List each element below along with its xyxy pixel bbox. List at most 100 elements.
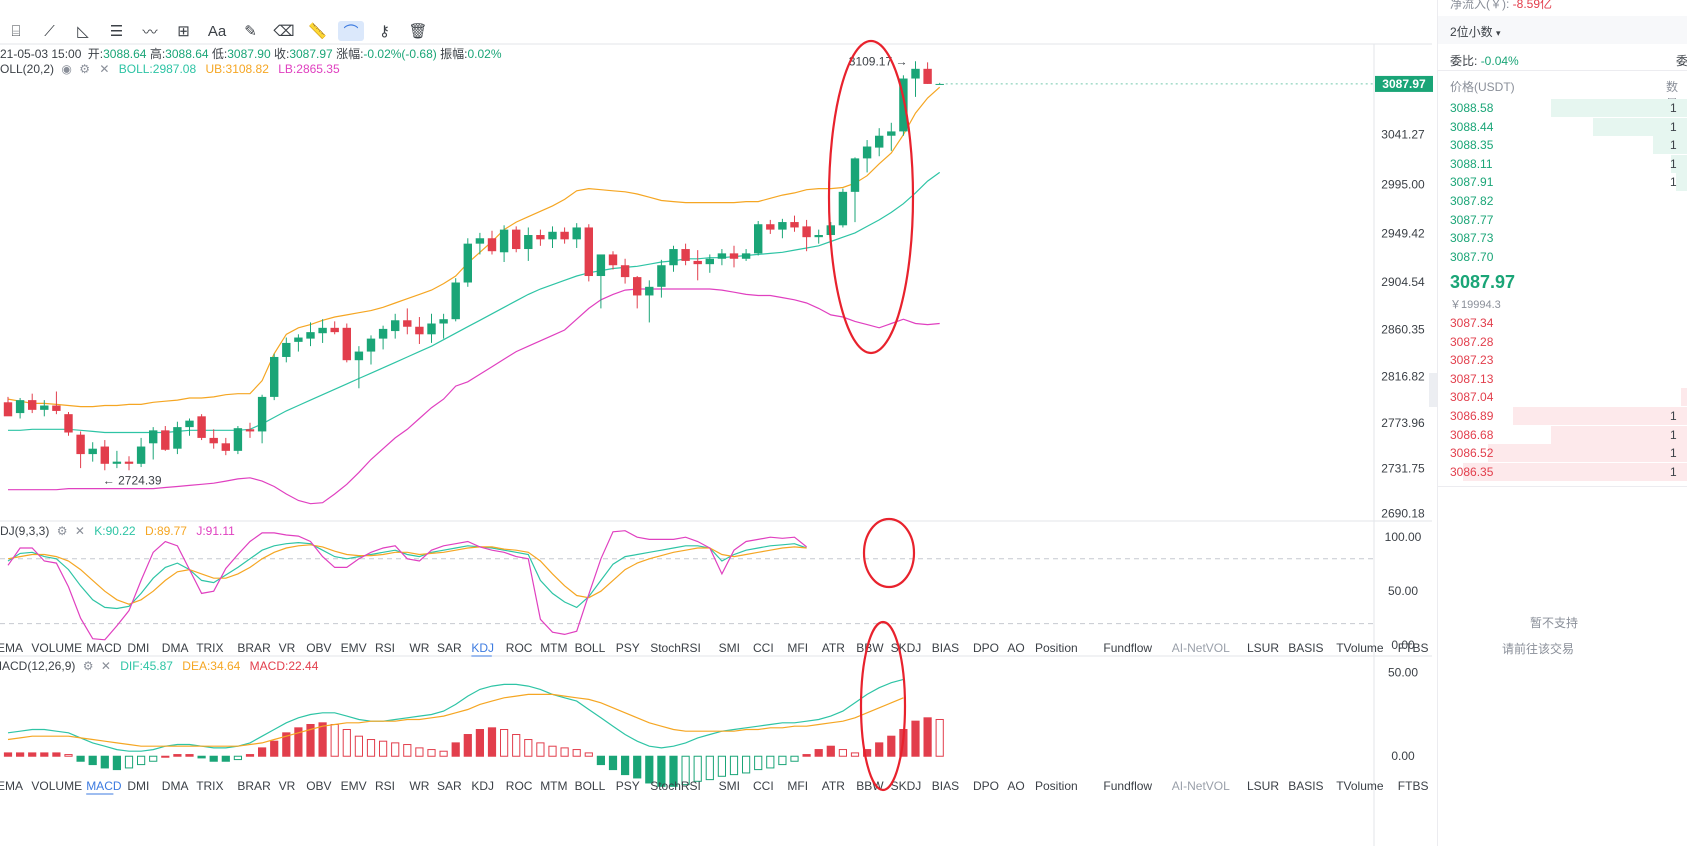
ask-row[interactable]: 3087.77 [1438,210,1687,230]
kdj-indicator-tab[interactable]: DMI [127,641,149,655]
bid-row[interactable]: 3086.52 1 [1438,443,1687,463]
bid-row[interactable]: 3086.35 1 [1438,462,1687,482]
macd-indicator-tab[interactable]: TRIX [196,779,223,793]
bid-row[interactable]: 3087.23 [1438,350,1687,370]
kdj-indicator-tab[interactable]: TRIX [196,641,223,655]
kdj-indicator-tab[interactable]: PSY [616,641,640,655]
add-shape-icon[interactable]: ⊞ [177,23,190,40]
macd-indicator-tab[interactable]: Fundflow [1103,779,1152,793]
kdj-indicator-tab[interactable]: DMA [162,641,189,655]
macd-indicator-tab[interactable]: DMI [127,779,149,793]
close-icon[interactable]: ✕ [74,524,85,538]
ask-row[interactable]: 3088.11 1 [1438,154,1687,174]
macd-indicator-tab[interactable]: VOLUME [31,779,82,793]
kdj-indicator-tab[interactable]: BASIS [1288,641,1323,655]
macd-indicator-tab[interactable]: DPO [973,779,999,793]
bid-row[interactable]: 3087.13 [1438,369,1687,389]
kdj-indicator-tab[interactable]: BIAS [932,641,959,655]
bid-row[interactable]: 3087.34 [1438,313,1687,333]
kdj-indicator-tab[interactable]: Fundflow [1103,641,1152,655]
wave-icon[interactable]: 〰 [142,23,158,41]
settings-icon[interactable]: ⚙ [56,524,68,538]
kdj-indicator-tab[interactable]: TVolume [1336,641,1384,655]
close-icon[interactable]: ✕ [99,62,110,76]
ask-row[interactable]: 3088.44 1 [1438,117,1687,137]
kdj-indicator-tab[interactable]: MTM [540,641,567,655]
precision-selector[interactable]: 2位小数 ▾ [1450,23,1501,40]
macd-indicator-tab[interactable]: EMA [0,779,23,793]
macd-indicator-tab[interactable]: EMV [341,779,367,793]
horizontal-lines-icon[interactable]: ☰ [109,23,124,40]
lock-icon[interactable]: ⚷ [379,23,390,40]
macd-indicator-tab[interactable]: DMA [162,779,189,793]
kdj-indicator-tab[interactable]: VR [279,641,296,655]
brush-icon[interactable]: ✎ [244,23,257,40]
panel-collapse-handle[interactable] [1429,373,1437,407]
macd-indicator-tab[interactable]: BOLL [575,779,606,793]
kdj-indicator-tab[interactable]: ROC [506,641,533,655]
kdj-indicator-tab[interactable]: KDJ [471,641,494,655]
kdj-indicator-tab[interactable]: AO [1007,641,1024,655]
trend-line-icon[interactable]: ⟋ [44,22,55,40]
macd-indicator-tab[interactable]: BIAS [932,779,959,793]
kdj-indicator-tab[interactable]: StochRSI [650,641,701,655]
text-tool-icon[interactable]: Aa [207,22,227,40]
kdj-indicator-tab[interactable]: BBW [856,641,884,655]
kdj-indicator-tab[interactable]: Position [1035,641,1078,655]
kdj-indicator-tab[interactable]: SKDJ [891,641,922,655]
bid-row[interactable]: 3086.89 1 [1438,406,1687,426]
ask-row[interactable]: 3087.73 [1438,228,1687,248]
kdj-indicator-tab[interactable]: SMI [719,641,740,655]
kdj-indicator-tab[interactable]: DPO [973,641,999,655]
ask-row[interactable]: 3087.82 [1438,191,1687,211]
macd-indicator-tab[interactable]: RSI [375,779,395,793]
bid-row[interactable]: 3087.28 [1438,332,1687,352]
kdj-indicator-tab[interactable]: MFI [787,641,808,655]
kdj-indicator-tab[interactable]: OBV [306,641,331,655]
kdj-indicator-tab[interactable]: FTBS [1398,641,1429,655]
kdj-indicator-tab[interactable]: EMA [0,641,23,655]
magnet-icon[interactable]: ⌒ [338,21,364,41]
macd-indicator-tab[interactable]: OBV [306,779,331,793]
kdj-indicator-tab[interactable]: LSUR [1247,641,1279,655]
macd-indicator-tab[interactable]: SKDJ [891,779,922,793]
macd-indicator-tab[interactable]: SAR [437,779,462,793]
ask-row[interactable]: 3087.70 [1438,247,1687,267]
ask-row[interactable]: 3088.58 1 [1438,98,1687,118]
macd-indicator-tab[interactable]: ATR [822,779,845,793]
macd-indicator-tab[interactable]: PSY [616,779,640,793]
eraser-icon[interactable]: ⌫ [273,23,295,40]
macd-indicator-tab[interactable]: BRAR [237,779,271,793]
macd-indicator-tab[interactable]: WR [409,779,429,793]
macd-indicator-tab[interactable]: SMI [719,779,740,793]
ask-row[interactable]: 3088.35 1 [1438,135,1687,155]
ruler-icon[interactable]: 📏 [308,23,327,40]
macd-indicator-tab[interactable]: Position [1035,779,1078,793]
indicators-icon[interactable]: ⌸ [11,22,21,40]
macd-indicator-tab[interactable]: MFI [787,779,808,793]
bid-row[interactable]: 3086.68 1 [1438,425,1687,445]
macd-indicator-tab[interactable]: ROC [506,779,533,793]
macd-indicator-tab[interactable]: StochRSI [650,779,701,793]
settings-icon[interactable]: ⚙ [82,659,94,673]
delete-icon[interactable]: 🗑 [408,23,428,40]
eye-icon[interactable]: ◉ [61,62,72,76]
macd-indicator-tab[interactable]: AI-NetVOL [1172,779,1230,793]
macd-indicator-tab[interactable]: MTM [540,779,567,793]
kdj-indicator-tab[interactable]: RSI [375,641,395,655]
kdj-indicator-tab[interactable]: SAR [437,641,462,655]
kdj-indicator-tab[interactable]: MACD [86,641,122,655]
macd-indicator-tab[interactable]: BASIS [1288,779,1323,793]
kdj-indicator-tab[interactable]: ATR [822,641,845,655]
kdj-indicator-tab[interactable]: VOLUME [31,641,82,655]
macd-indicator-tab[interactable]: TVolume [1336,779,1384,793]
kdj-indicator-tab[interactable]: CCI [753,641,774,655]
ask-row[interactable]: 3087.91 1 [1438,172,1687,192]
kdj-indicator-tab[interactable]: BRAR [237,641,271,655]
macd-indicator-tab[interactable]: LSUR [1247,779,1279,793]
kdj-indicator-tab[interactable]: WR [409,641,429,655]
macd-indicator-tab[interactable]: FTBS [1398,779,1429,793]
kdj-indicator-tab[interactable]: AI-NetVOL [1172,641,1230,655]
macd-indicator-tab[interactable]: VR [279,779,296,793]
macd-indicator-tab[interactable]: BBW [856,779,884,793]
